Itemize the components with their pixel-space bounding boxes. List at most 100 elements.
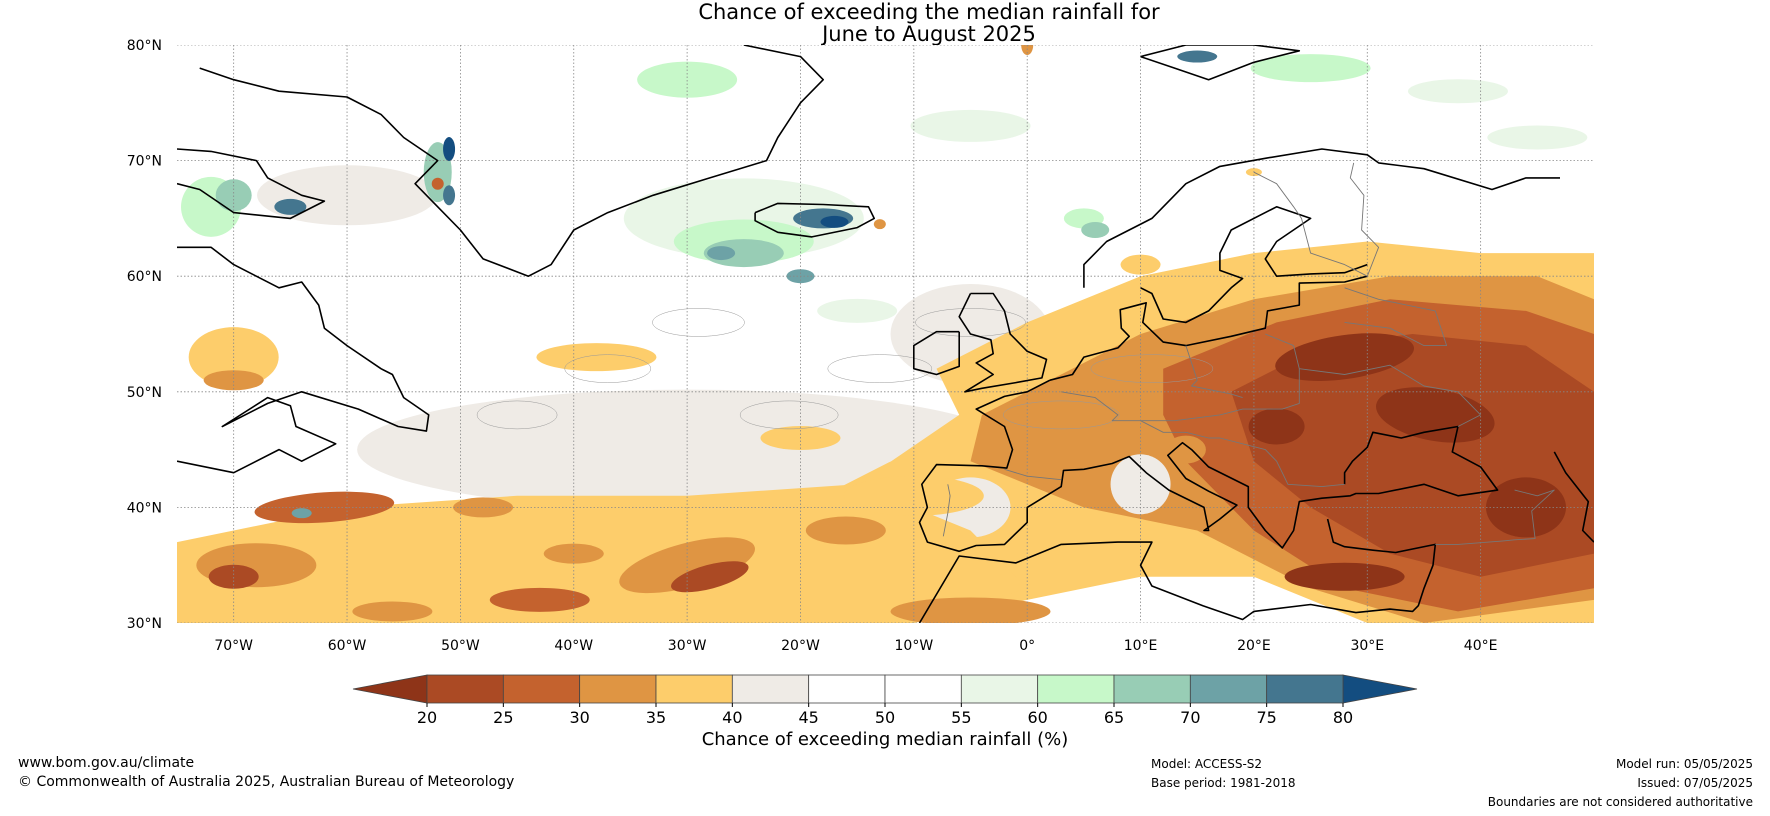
website-link[interactable]: www.bom.gov.au/climate [18,755,195,771]
anomaly-region-14 [1165,435,1206,464]
anomaly-region-43 [1407,79,1508,104]
greenland-coast [199,45,824,277]
colorbar-tick-label: 40 [722,708,742,727]
svalbard-coast [1140,45,1301,81]
issued-text: Issued: 07/05/2025 [1637,776,1753,790]
longitude-label: 0° [1019,638,1035,654]
colorbar-extend-high [1342,674,1418,704]
colorbar-tick-label: 35 [646,708,666,727]
uk-coast [958,292,1048,393]
colorbar: 20 25 30 35 40 45 50 55 60 65 70 75 80 [352,674,1418,727]
country-border [1140,420,1345,488]
colorbar-segment [655,674,733,704]
iceland-coast [754,202,875,238]
country-border [942,484,951,537]
colorbar-segment [1189,674,1268,704]
anomaly-region-58 [873,219,886,230]
europe-coast [918,379,1499,553]
ireland-coast [913,330,960,376]
anomaly-region-25 [890,597,1051,623]
colorbar-tick-label: 75 [1256,708,1276,727]
model-run-text: Model run: 05/05/2025 [1615,757,1753,771]
longitude-label: 30°W [668,638,707,654]
chart-title-line1: Chance of exceeding the median rainfall … [698,0,1160,24]
colorbar-tick-label: 50 [875,708,895,727]
longitude-labels: 70°W 60°W 50°W 40°W 30°W 20°W 10°W 0° 10°E 20°E 30… [214,638,1497,654]
longitude-label: 10°W [895,638,934,654]
graticule [177,45,1594,623]
contour-line [652,308,745,337]
longitude-label: 60°W [328,638,367,654]
anomaly-region-54 [291,508,312,519]
colorbar-tick-label: 25 [493,708,513,727]
longitude-label: 40°E [1464,638,1498,654]
caspian-coast [1553,451,1594,543]
anomaly-region-8 [1376,387,1495,443]
country-border [1185,345,1243,399]
anomaly-region-13 [1110,454,1171,515]
na-coast [177,246,430,474]
anomaly-region-57 [431,177,444,190]
anomaly-region-35 [707,246,736,261]
baltic-coast [1140,206,1368,324]
country-border [1299,364,1482,427]
anomaly-region-55 [1120,254,1161,275]
country-border [1344,287,1448,347]
colorbar-tick-label: 60 [1027,708,1047,727]
anomaly-region-47 [274,198,307,215]
base-period-text: Base period: 1981-2018 [1151,776,1296,790]
anomaly-region-26 [489,587,590,612]
anomaly-region-27 [352,601,433,622]
colorbar-segment [502,674,581,704]
anomaly-region-34 [703,239,784,268]
colorbar-segment [960,674,1039,704]
country-border [1004,468,1062,481]
colorbar-tick-label: 20 [417,708,437,727]
med-south-coast [918,518,1437,623]
copyright-text: © Commonwealth of Australia 2025, Austra… [18,774,515,790]
longitude-label: 10°E [1124,638,1158,654]
anomaly-region-42 [1250,54,1371,83]
colorbar-tick-label: 70 [1180,708,1200,727]
anomaly-region-21 [619,537,755,594]
north-europe-coast [1049,275,1368,381]
colorbar-segment [1037,674,1115,704]
anomaly-region-0 [357,389,1018,510]
colorbar-segment [579,674,657,704]
contour-line [564,354,652,383]
anomaly-region-38 [910,109,1031,142]
contour-line [739,400,839,430]
contour-line [476,400,558,430]
latitude-label: 40°N [127,500,162,516]
coastlines [177,45,1594,623]
longitude-label: 40°W [554,638,593,654]
latitude-label: 60°N [127,269,162,285]
anomaly-region-53 [1177,50,1218,63]
colorbar-segment [808,674,886,704]
colorbar-tick-label: 55 [951,708,971,727]
country-border [1061,333,1300,422]
anomaly-region-40 [1081,221,1110,238]
latitude-label: 70°N [127,154,162,170]
anomaly-region-41 [817,298,898,323]
baffin-coast [177,148,326,220]
anomaly-region-44 [1487,125,1588,150]
norway-coast [1083,148,1560,288]
anomaly-region-22 [671,561,749,593]
contour-line [915,308,1026,337]
latitude-labels: 80°N 70°N 60°N 50°N 40°N 30°N [127,38,162,632]
anomaly-region-19 [208,564,259,589]
anomaly-region-30 [536,343,657,372]
latitude-label: 30°N [127,616,162,632]
colorbar-segment [731,674,810,704]
latitude-label: 80°N [127,38,162,54]
anomaly-region-10 [1284,562,1405,591]
anomaly-region-1 [257,165,438,226]
latitude-label: 50°N [127,385,162,401]
anomaly-region-23 [843,475,984,516]
longitude-label: 20°E [1237,638,1271,654]
colorbar-label: Chance of exceeding median rainfall (%) [702,729,1069,750]
longitude-label: 20°W [781,638,820,654]
anomaly-region-11 [1248,408,1305,445]
